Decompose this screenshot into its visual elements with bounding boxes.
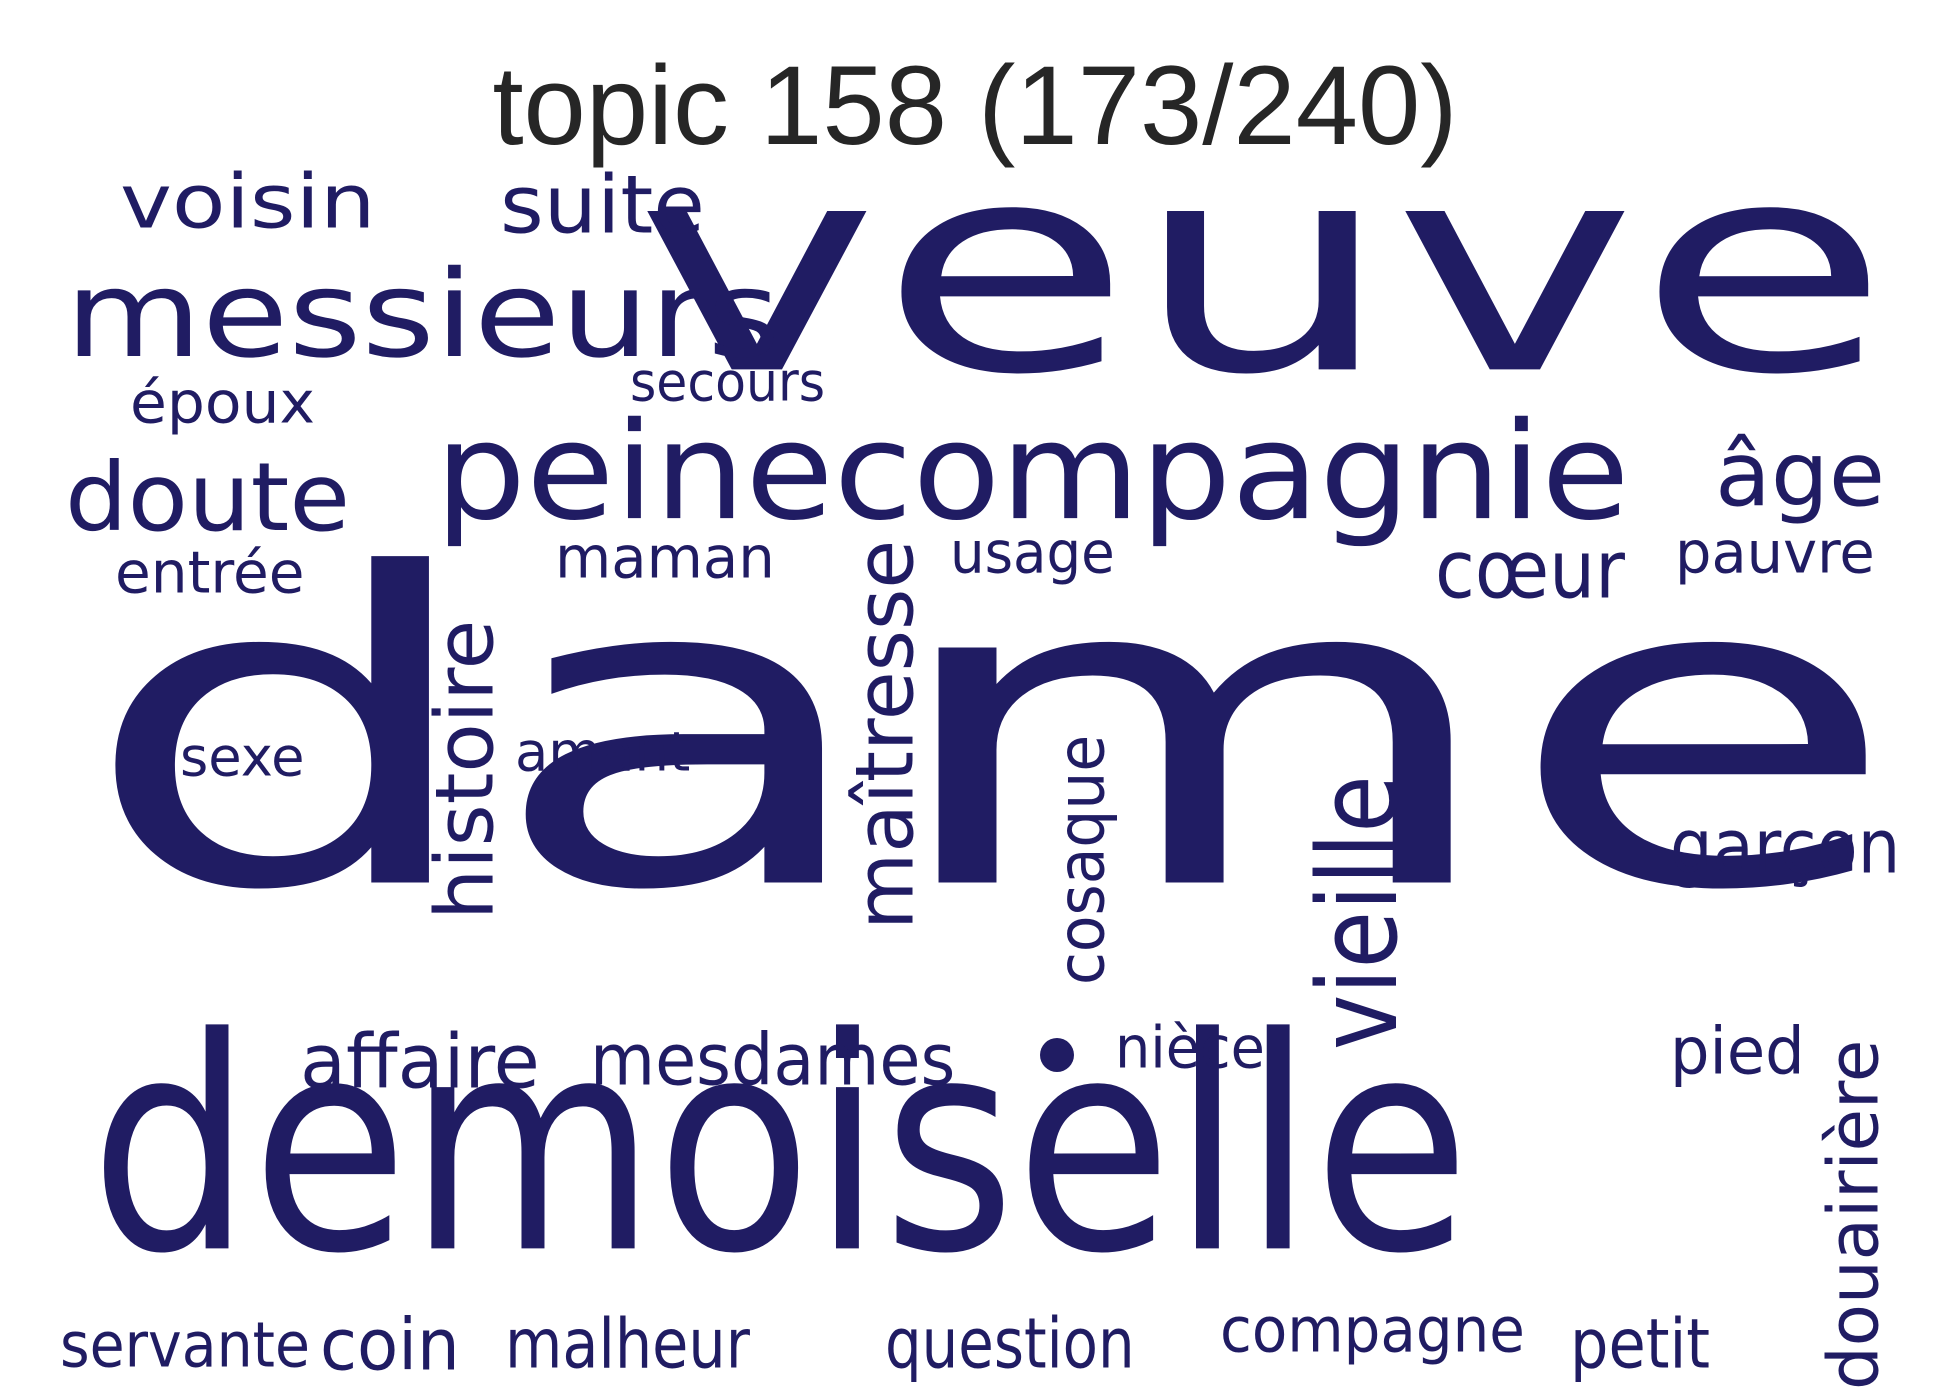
word-vieille: vieille — [1295, 775, 1423, 1050]
word-demoiselle: demoiselle — [90, 975, 1471, 1319]
word-dame: dame — [80, 484, 1900, 985]
word-voisin: voisin — [120, 158, 376, 246]
word-age: âge — [1715, 422, 1886, 527]
word-petit: petit — [1570, 1304, 1711, 1384]
word-veuve: veuve — [635, 100, 1891, 438]
word-malheur: malheur — [505, 1304, 750, 1384]
word-servante: servante — [60, 1310, 310, 1382]
word-question: question — [885, 1304, 1135, 1385]
word-sexe: sexe — [180, 724, 305, 789]
chart-title: topic 158 (173/240) — [492, 43, 1458, 168]
word-epoux: époux — [130, 369, 315, 437]
word-mesdames: mesdames — [590, 1018, 956, 1102]
word-compagne: compagne — [1220, 1295, 1525, 1367]
word-garcon: garçon — [1670, 803, 1901, 891]
dot-mark — [1040, 1038, 1074, 1072]
word-entree: entrée — [115, 539, 305, 607]
word-peinecompagnie: peinecompagnie — [435, 393, 1630, 551]
word-douairiere: douairière — [1814, 1039, 1895, 1390]
word-pied: pied — [1670, 1014, 1805, 1090]
word-usage: usage — [950, 519, 1115, 587]
word-histoire: histoire — [418, 619, 512, 920]
word-niece: nièce — [1115, 1014, 1265, 1082]
word-maitresse: maîtresse — [838, 539, 932, 930]
word-coeur: cœur — [1435, 523, 1625, 617]
word-amant: amant — [515, 719, 691, 784]
word-suite: suite — [500, 158, 705, 252]
word-messieurs: messieurs — [65, 244, 781, 385]
word-secours: secours — [630, 349, 826, 414]
word-maman: maman — [555, 524, 775, 592]
word-affaire: affaire — [300, 1018, 540, 1106]
word-doute: doute — [65, 441, 351, 553]
word-coin: coin — [320, 1303, 460, 1387]
word-cosaque: cosaque — [1044, 734, 1120, 985]
word-pauvre: pauvre — [1675, 519, 1875, 587]
